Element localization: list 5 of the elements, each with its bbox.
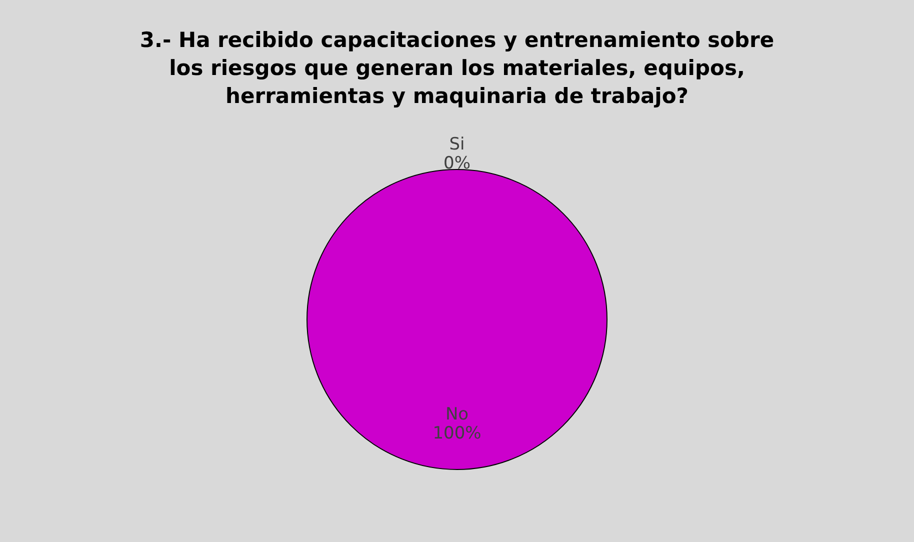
text: 0%	[444, 154, 470, 174]
chart-title: 3.- Ha recibido capacitaciones y entrenamiento sobre los riesgos que generan los materiales, equipos, herramientas y maquinaria de trabajo?	[140, 28, 774, 108]
data-label: 100%	[432, 424, 482, 444]
category-label: Si	[449, 134, 465, 154]
slice-label: No	[445, 404, 469, 424]
